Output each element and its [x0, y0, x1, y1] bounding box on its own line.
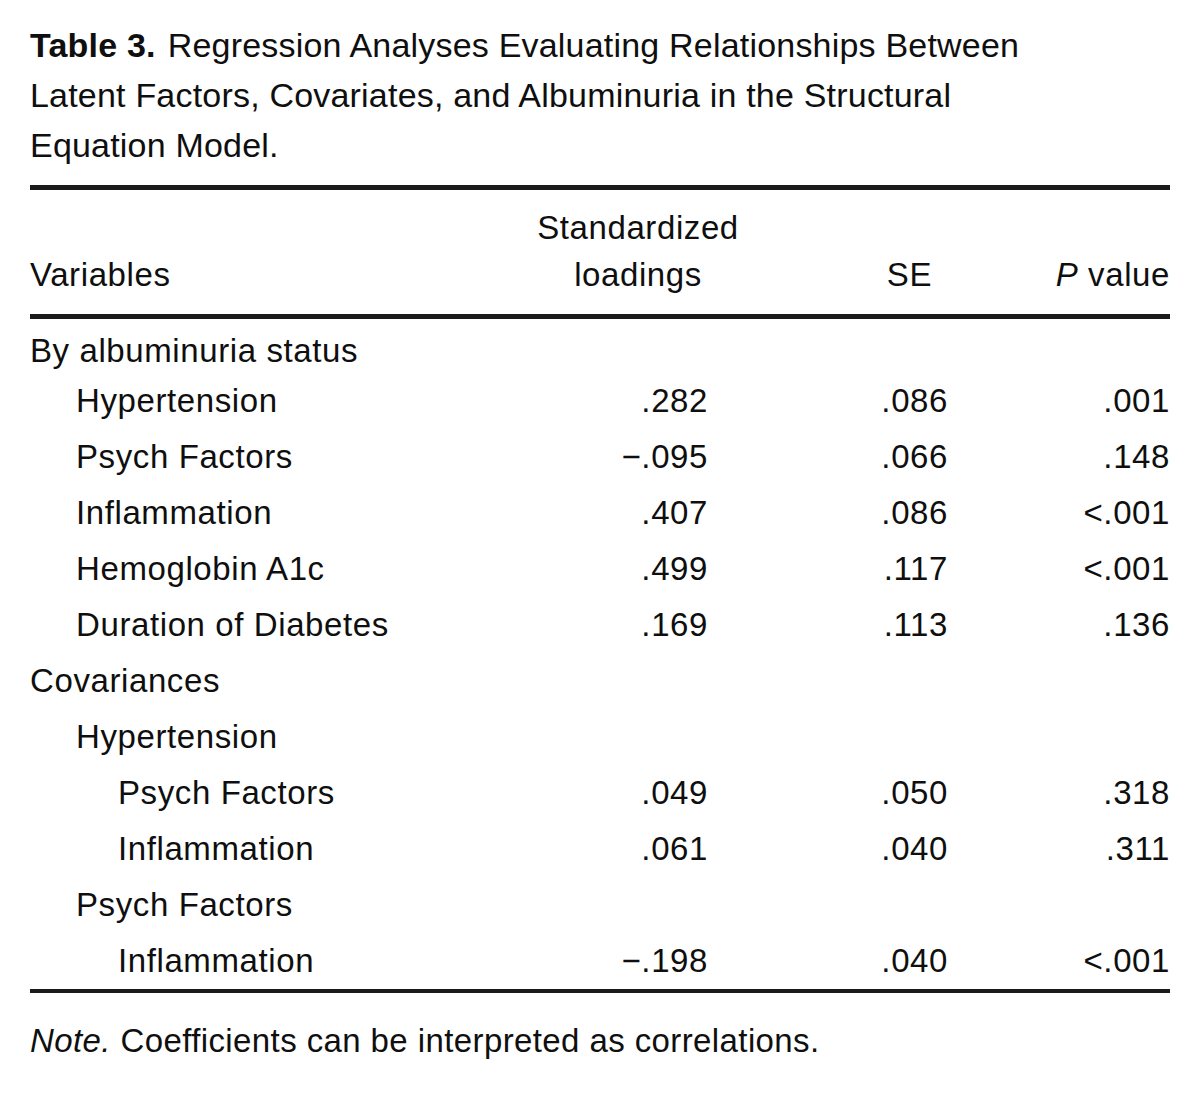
p-value	[948, 709, 1170, 765]
p-value	[948, 877, 1170, 933]
se-value	[708, 709, 948, 765]
se-value: .050	[708, 765, 948, 821]
p-value: .001	[948, 373, 1170, 429]
col-header-standardized-loadings: Standardized loadings	[458, 190, 708, 317]
table-title-line3: Equation Model.	[30, 126, 279, 164]
loading-value	[458, 877, 708, 933]
p-italic: P	[1056, 256, 1079, 293]
se-value: .040	[708, 821, 948, 877]
row-label: Inflammation	[30, 933, 458, 989]
se-value: .086	[708, 373, 948, 429]
loading-value: .499	[458, 541, 708, 597]
note-label: Note.	[30, 1022, 111, 1059]
row-label: Psych Factors	[30, 765, 458, 821]
p-value: .318	[948, 765, 1170, 821]
header-row: Variables Standardized loadings SE P val…	[30, 190, 1170, 317]
loading-value	[458, 653, 708, 709]
row-label: Inflammation	[30, 821, 458, 877]
subsection-row: Psych Factors	[30, 877, 1170, 933]
loading-value: .169	[458, 597, 708, 653]
row-label: By albuminuria status	[30, 317, 458, 373]
table-row: Duration of Diabetes .169 .113 .136	[30, 597, 1170, 653]
loading-value	[458, 317, 708, 373]
col-header-p-value: P value	[948, 190, 1170, 317]
row-label: Hypertension	[30, 709, 458, 765]
p-value: <.001	[948, 485, 1170, 541]
col-header-variables: Variables	[30, 190, 458, 317]
p-value: .148	[948, 429, 1170, 485]
table-row: Psych Factors −.095 .066 .148	[30, 429, 1170, 485]
loading-value: −.198	[458, 933, 708, 989]
regression-table: Variables Standardized loadings SE P val…	[30, 190, 1170, 989]
table-title-line2: Latent Factors, Covariates, and Albuminu…	[30, 76, 951, 114]
section-row: Covariances	[30, 653, 1170, 709]
col-header-loadings-line1: Standardized	[513, 204, 763, 251]
table-body: By albuminuria status Hypertension .282 …	[30, 317, 1170, 989]
p-value: <.001	[948, 933, 1170, 989]
se-value: .113	[708, 597, 948, 653]
row-label: Covariances	[30, 653, 458, 709]
table-row: Inflammation .061 .040 .311	[30, 821, 1170, 877]
table-header: Variables Standardized loadings SE P val…	[30, 190, 1170, 317]
se-value: .117	[708, 541, 948, 597]
col-header-loadings-line2: loadings	[513, 251, 763, 298]
loading-value: −.095	[458, 429, 708, 485]
table-row: Inflammation −.198 .040 <.001	[30, 933, 1170, 989]
loading-value: .049	[458, 765, 708, 821]
loading-value: .407	[458, 485, 708, 541]
row-label: Duration of Diabetes	[30, 597, 458, 653]
se-value: .040	[708, 933, 948, 989]
p-value: .311	[948, 821, 1170, 877]
row-label: Hypertension	[30, 373, 458, 429]
journal-table-figure: Table 3. Regression Analyses Evaluating R…	[0, 0, 1200, 1060]
table-title-line1: Regression Analyses Evaluating Relations…	[168, 26, 1019, 64]
table-title: Table 3. Regression Analyses Evaluating R…	[30, 20, 1170, 170]
bottom-rule	[30, 989, 1170, 993]
row-label: Inflammation	[30, 485, 458, 541]
table-note: Note. Coefficients can be interpreted as…	[30, 1022, 1170, 1060]
note-text: Coefficients can be interpreted as corre…	[120, 1022, 819, 1059]
row-label: Hemoglobin A1c	[30, 541, 458, 597]
loading-value: .282	[458, 373, 708, 429]
table-row: Hypertension .282 .086 .001	[30, 373, 1170, 429]
se-value: .086	[708, 485, 948, 541]
row-label: Psych Factors	[30, 877, 458, 933]
table-row: Psych Factors .049 .050 .318	[30, 765, 1170, 821]
p-value: .136	[948, 597, 1170, 653]
table-number-label: Table 3.	[30, 26, 156, 64]
section-row: By albuminuria status	[30, 317, 1170, 373]
row-label: Psych Factors	[30, 429, 458, 485]
p-value	[948, 317, 1170, 373]
subsection-row: Hypertension	[30, 709, 1170, 765]
se-value: .066	[708, 429, 948, 485]
table-row: Inflammation .407 .086 <.001	[30, 485, 1170, 541]
p-value: <.001	[948, 541, 1170, 597]
se-value	[708, 317, 948, 373]
se-value	[708, 653, 948, 709]
loading-value	[458, 709, 708, 765]
se-value	[708, 877, 948, 933]
table-row: Hemoglobin A1c .499 .117 <.001	[30, 541, 1170, 597]
loading-value: .061	[458, 821, 708, 877]
p-rest: value	[1088, 256, 1170, 293]
p-value	[948, 653, 1170, 709]
